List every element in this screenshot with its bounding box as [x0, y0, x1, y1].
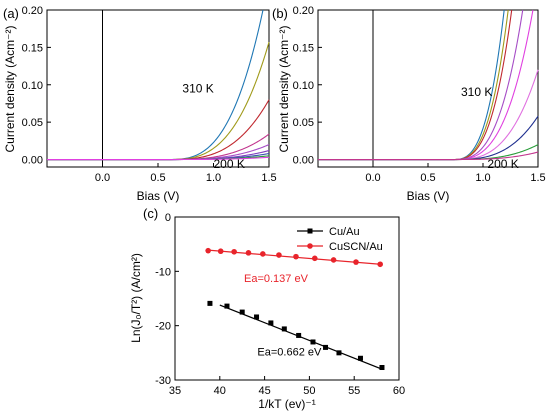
- jv-curve-a: [47, 156, 270, 161]
- axis-ticks-a: 0.0 0.5 1.0 1.5 0.00 0.05 0.10 0.15 0.20: [22, 5, 277, 184]
- y-tick-label-a: 0.20: [22, 5, 43, 17]
- activation-energy-label: Ea=0.662 eV: [257, 347, 322, 359]
- axis-ticks-c: 35 40 45 50 55 60 -30 -20 -10 0: [155, 212, 405, 397]
- x-axis-label-a: Bias (V): [137, 189, 180, 203]
- data-point: [353, 259, 359, 265]
- plot-frame-a: [46, 9, 270, 168]
- data-point: [336, 350, 342, 356]
- jv-curve-b: [318, 151, 539, 161]
- x-tick-label-a: 0.0: [95, 172, 110, 184]
- temperature-label-b: 200 K: [487, 157, 518, 171]
- legend-marker: [307, 243, 313, 249]
- data-point: [330, 257, 337, 263]
- panel-label-c: (c): [143, 206, 158, 221]
- data-point: [310, 339, 316, 345]
- curves-b: [318, 9, 539, 167]
- data-point: [276, 252, 282, 258]
- y-tick-label-c: -30: [155, 375, 171, 387]
- panel-c: (c) 35 40 45 50 55 60-30-20-100 Ea=0.662 eVEa…: [129, 206, 405, 411]
- data-point: [281, 326, 287, 332]
- temperature-label-a: 200 K: [214, 157, 245, 171]
- legend-c: Cu/Au CuSCN/Au: [297, 226, 383, 253]
- y-tick-label-b: 0.05: [293, 117, 314, 129]
- data-point: [239, 309, 245, 315]
- annotations-b: 310 K 200 K: [461, 85, 519, 171]
- data-point: [224, 303, 230, 309]
- y-tick-label-a: 0.15: [22, 42, 43, 54]
- y-axis-label-b: Current density (Acm⁻²): [277, 25, 291, 152]
- y-axis-label-c: Ln(J₀/T²) (A/cm²): [129, 253, 143, 343]
- data-point: [268, 320, 274, 326]
- panel-label-b: (b): [272, 6, 288, 21]
- y-tick-label-c: -10: [155, 266, 171, 278]
- x-tick-label-b: 0.5: [420, 172, 435, 184]
- jv-curve-a: [47, 9, 264, 161]
- panel-label-a: (a): [3, 6, 19, 21]
- x-axis-label-c: 1/kT (ev)⁻¹: [258, 397, 315, 411]
- y-axis-label-a: Current density (Acm⁻²): [3, 25, 17, 152]
- y-tick-label-c: 0: [165, 212, 171, 224]
- data-point: [379, 365, 385, 371]
- y-tick-label-b: 0.00: [293, 155, 314, 167]
- y-tick-label-a: 0.10: [22, 80, 43, 92]
- data-point: [207, 300, 213, 306]
- jv-curve-a: [47, 133, 270, 161]
- panel-a: (a) 0.0 0.5 1.0 1.5 0.00 0.05 0.10 0.15 0.20 310…: [3, 5, 277, 203]
- data-point: [231, 248, 237, 255]
- data-point: [293, 253, 299, 260]
- x-tick-label-b: 0.0: [365, 172, 380, 184]
- x-tick-label-a: 1.0: [206, 172, 221, 184]
- y-tick-label-a: 0.00: [22, 155, 43, 167]
- x-tick-label-c: 40: [214, 385, 226, 397]
- data-point: [323, 344, 329, 350]
- y-tick-label-a: 0.05: [22, 117, 43, 129]
- jv-curve-b: [318, 69, 539, 161]
- x-tick-label-c: 45: [258, 385, 270, 397]
- data-point: [254, 314, 260, 320]
- x-tick-label-b: 1.5: [530, 172, 545, 184]
- jv-curve-a: [47, 99, 270, 161]
- x-tick-label-c: 50: [303, 385, 315, 397]
- jv-curve-b: [318, 9, 534, 161]
- annotations-a: 310 K 200 K: [182, 82, 244, 172]
- y-tick-label-b: 0.15: [293, 42, 314, 54]
- axis-ticks-b: 0.0 0.5 1.0 1.5 0.00 0.05 0.10 0.15 0.20: [293, 5, 546, 184]
- curves-a: [47, 9, 270, 167]
- x-tick-label-a: 1.5: [261, 172, 276, 184]
- x-tick-label-c: 55: [348, 385, 360, 397]
- y-tick-label-b: 0.10: [293, 80, 314, 92]
- data-point: [377, 261, 383, 268]
- legend-marker: [307, 228, 313, 234]
- temperature-label-a: 310 K: [182, 82, 213, 96]
- plot-frame-c: [174, 216, 400, 381]
- data-point: [296, 332, 302, 338]
- legend-label: Cu/Au: [329, 226, 360, 238]
- data-point: [217, 248, 224, 255]
- x-tick-label-b: 1.0: [475, 172, 490, 184]
- data-point: [260, 251, 266, 257]
- data-point: [245, 250, 252, 256]
- y-tick-label-b: 0.20: [293, 5, 314, 17]
- data-point: [357, 355, 363, 361]
- data-point: [205, 247, 211, 254]
- x-axis-label-b: Bias (V): [407, 189, 450, 203]
- points-c: [205, 247, 385, 371]
- x-tick-label-c: 60: [393, 385, 405, 397]
- temperature-label-b: 310 K: [461, 85, 492, 99]
- x-tick-label-a: 0.5: [150, 172, 165, 184]
- x-tick-label-c: 35: [169, 385, 181, 397]
- data-point: [311, 255, 318, 262]
- annotations-c: Ea=0.662 eV Ea=0.137 eV: [244, 273, 322, 359]
- panel-b: (b) 0.0 0.5 1.0 1.5 0.00 0.05 0.10 0.15 0.20 310…: [272, 5, 546, 203]
- activation-energy-label: Ea=0.137 eV: [244, 273, 309, 285]
- y-tick-label-c: -20: [155, 321, 171, 333]
- legend-label: CuSCN/Au: [329, 241, 383, 253]
